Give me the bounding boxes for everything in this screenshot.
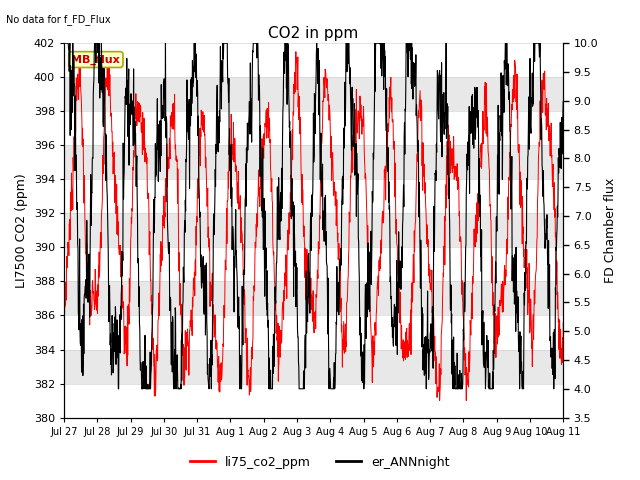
Y-axis label: LI7500 CO2 (ppm): LI7500 CO2 (ppm) xyxy=(15,173,28,288)
Title: CO2 in ppm: CO2 in ppm xyxy=(268,25,359,41)
Bar xyxy=(64,145,563,180)
Bar xyxy=(64,214,563,247)
Bar xyxy=(64,349,563,384)
Y-axis label: FD Chamber flux: FD Chamber flux xyxy=(604,178,617,283)
Legend: li75_co2_ppm, er_ANNnight: li75_co2_ppm, er_ANNnight xyxy=(186,451,454,474)
Bar xyxy=(64,281,563,315)
Text: MB_flux: MB_flux xyxy=(72,54,120,65)
Text: No data for f_FD_Flux: No data for f_FD_Flux xyxy=(6,14,111,25)
Bar xyxy=(64,77,563,111)
